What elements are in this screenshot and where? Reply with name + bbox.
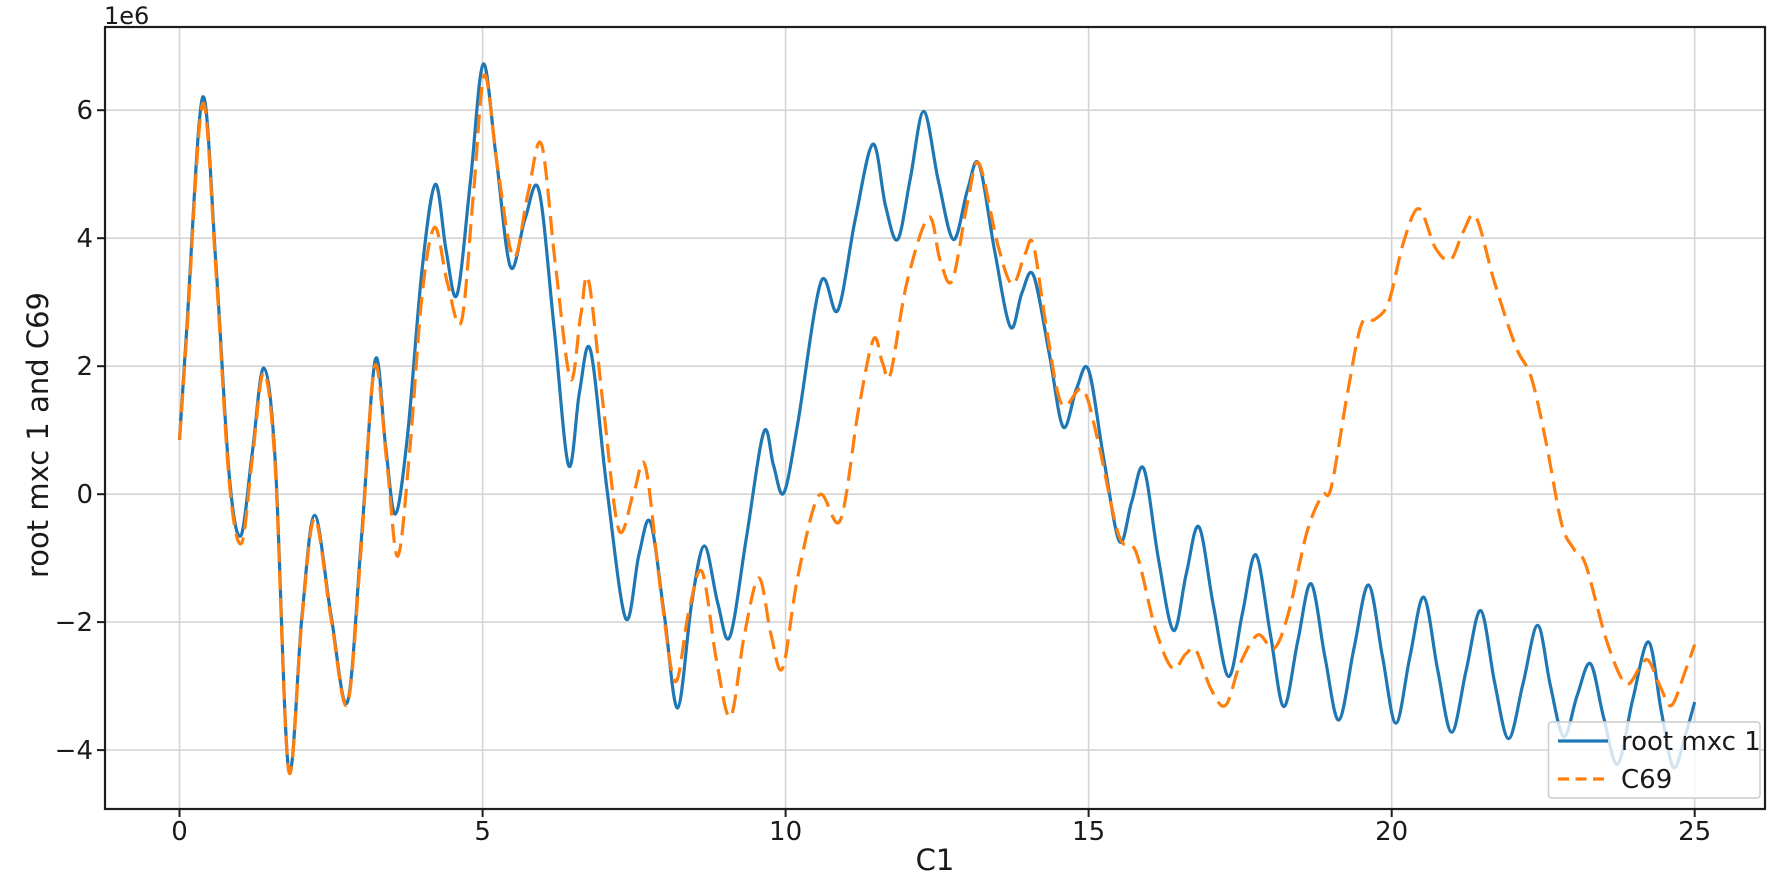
grid-lines <box>105 27 1765 809</box>
y-tick-label: 4 <box>76 224 93 254</box>
y-tick-label: −4 <box>55 736 93 766</box>
y-tick-label: 0 <box>76 480 93 510</box>
y-tick-label: −2 <box>55 608 93 638</box>
x-tick-label: 25 <box>1678 817 1711 847</box>
x-tick-label: 20 <box>1375 817 1408 847</box>
axes-frame <box>103 25 1767 811</box>
series-line-c69 <box>177 73 1697 776</box>
series-line-root-mxc-1 <box>177 62 1697 774</box>
legend-label-c69: C69 <box>1621 765 1672 795</box>
tick-marks <box>97 109 1696 817</box>
legend-label-root-mxc-1: root mxc 1 <box>1621 727 1761 757</box>
x-axis-label: C1 <box>916 843 955 877</box>
x-tick-label: 15 <box>1072 817 1105 847</box>
tick-labels: 0 5 10 15 20 25 −4 −2 0 2 4 6 <box>55 96 1712 847</box>
x-tick-label: 0 <box>171 817 188 847</box>
y-tick-label: 2 <box>76 352 93 382</box>
data-series <box>177 62 1697 776</box>
legend: root mxc 1 C69 <box>1547 721 1761 799</box>
y-axis-label: root mxc 1 and C69 <box>21 292 55 578</box>
y-axis-offset-label: 1e6 <box>104 2 149 30</box>
x-tick-label: 10 <box>769 817 802 847</box>
x-tick-label: 5 <box>474 817 491 847</box>
y-tick-label: 6 <box>76 96 93 126</box>
